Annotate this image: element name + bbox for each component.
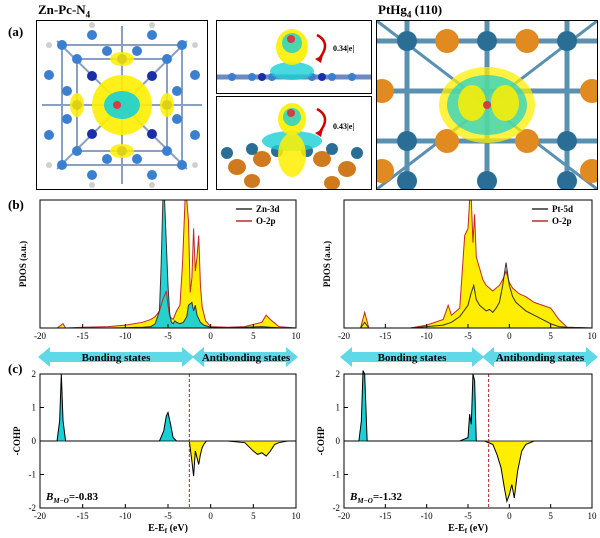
x-tick-label: -10: [421, 331, 433, 341]
x-tick-label: -15: [379, 331, 391, 341]
x-tick-label: -15: [77, 331, 89, 341]
y-tick-label: 0: [336, 436, 341, 446]
y-axis-label: -COHP: [12, 426, 22, 455]
right-bonding-label: Bonding states: [378, 352, 447, 364]
x-axis-label: E-Ef (eV): [448, 523, 488, 535]
x-tick-label: 10: [292, 331, 301, 341]
znpc-side-charge-image: 0.34|e|: [216, 20, 372, 94]
x-tick-label: -20: [34, 511, 46, 521]
y-tick-label: -1: [29, 470, 37, 480]
x-tick-label: 0: [507, 331, 512, 341]
legend-label-1: Zn-3d: [256, 204, 280, 214]
x-axis-label: E-Ef (eV): [148, 523, 188, 535]
x-tick-label: 0: [507, 511, 512, 521]
legend-label-2: O-2p: [552, 216, 572, 226]
x-tick-label: -20: [34, 331, 46, 341]
right-antibonding-arrow: Antibonding states: [482, 347, 598, 367]
y-tick-label: -2: [29, 503, 37, 513]
left-title: Zn-Pc-N4: [38, 2, 91, 20]
x-tick-label: -10: [119, 331, 131, 341]
pthg-top-view-image: [376, 20, 598, 190]
y-axis-label: PDOS (a.u.): [18, 241, 28, 287]
y-tick-label: 1: [32, 403, 37, 413]
x-tick-label: -5: [464, 331, 472, 341]
bond-strength-label: BM−O=-1.32: [349, 491, 403, 505]
y-axis-label: -COHP: [316, 426, 326, 455]
right-antibonding-label: Antibonding states: [496, 352, 585, 364]
panel-b-label: (b): [8, 197, 24, 212]
cohp-line: [344, 370, 592, 504]
x-tick-label: -5: [164, 331, 172, 341]
x-tick-label: 5: [251, 511, 256, 521]
x-tick-label: 5: [251, 331, 256, 341]
x-tick-label: -15: [77, 511, 89, 521]
pdos-right-chart: -20 -15 -10 -5 0 5 10 PDOS (a.u.) Pt-5d O-2p: [322, 199, 598, 341]
y-tick-label: 1: [336, 403, 341, 413]
bond-strength-label: BM−O=-0.83: [45, 491, 99, 505]
left-bonding-label: Bonding states: [82, 352, 151, 364]
x-tick-label: -20: [338, 511, 350, 521]
x-tick-label: 5: [548, 331, 553, 341]
left-antibonding-arrow: Antibonding states: [192, 347, 298, 367]
states-arrow-bar: Bonding states Antibonding states Bondin…: [38, 347, 598, 367]
panel-c-label: (c): [8, 361, 23, 376]
x-tick-label: 5: [548, 511, 553, 521]
left-antibonding-label: Antibonding states: [202, 352, 291, 364]
x-tick-label: -5: [164, 511, 172, 521]
x-tick-label: -15: [379, 511, 391, 521]
cohp-bonding-area: [344, 370, 592, 441]
o2p-line: [344, 199, 593, 329]
left-bonding-arrow: Bonding states: [38, 347, 194, 367]
y-tick-label: -1: [333, 470, 341, 480]
znpc-structure-image: [36, 20, 208, 190]
pthg-side-charge-image: 0.43|e|: [216, 96, 372, 190]
pdos-left-chart: -20 -15 -10 -5 0 5 10 PDOS (a.u.) Zn-3d O-2p: [18, 199, 301, 341]
y-axis-label: PDOS (a.u.): [322, 241, 332, 287]
y-tick-label: -2: [333, 503, 341, 513]
y-tick-label: 2: [336, 369, 341, 379]
y-tick-label: 2: [32, 369, 37, 379]
cohp-bonding-area: [40, 374, 296, 441]
x-tick-label: -10: [421, 511, 433, 521]
charge-label-zn: 0.34|e|: [333, 44, 354, 53]
panel-a-label: (a): [8, 24, 24, 39]
pt-5d-line: [344, 262, 593, 329]
x-tick-label: 10: [292, 511, 301, 521]
x-tick-label: 10: [588, 511, 598, 521]
legend-label-1: Pt-5d: [552, 204, 573, 214]
x-tick-label: 10: [588, 331, 598, 341]
legend-label-2: O-2p: [256, 216, 276, 226]
x-tick-label: 0: [208, 331, 213, 341]
right-title: PtHg4 (110): [378, 2, 443, 20]
x-tick-label: 0: [208, 511, 213, 521]
charge-label-pthg: 0.43|e|: [333, 122, 354, 131]
cohp-antibonding-area: [40, 441, 296, 477]
o2p-area: [344, 200, 592, 328]
right-bonding-arrow: Bonding states: [340, 347, 484, 367]
x-tick-label: -5: [464, 511, 472, 521]
y-tick-label: 0: [32, 436, 37, 446]
x-tick-label: -20: [338, 331, 350, 341]
x-tick-label: -10: [119, 511, 131, 521]
